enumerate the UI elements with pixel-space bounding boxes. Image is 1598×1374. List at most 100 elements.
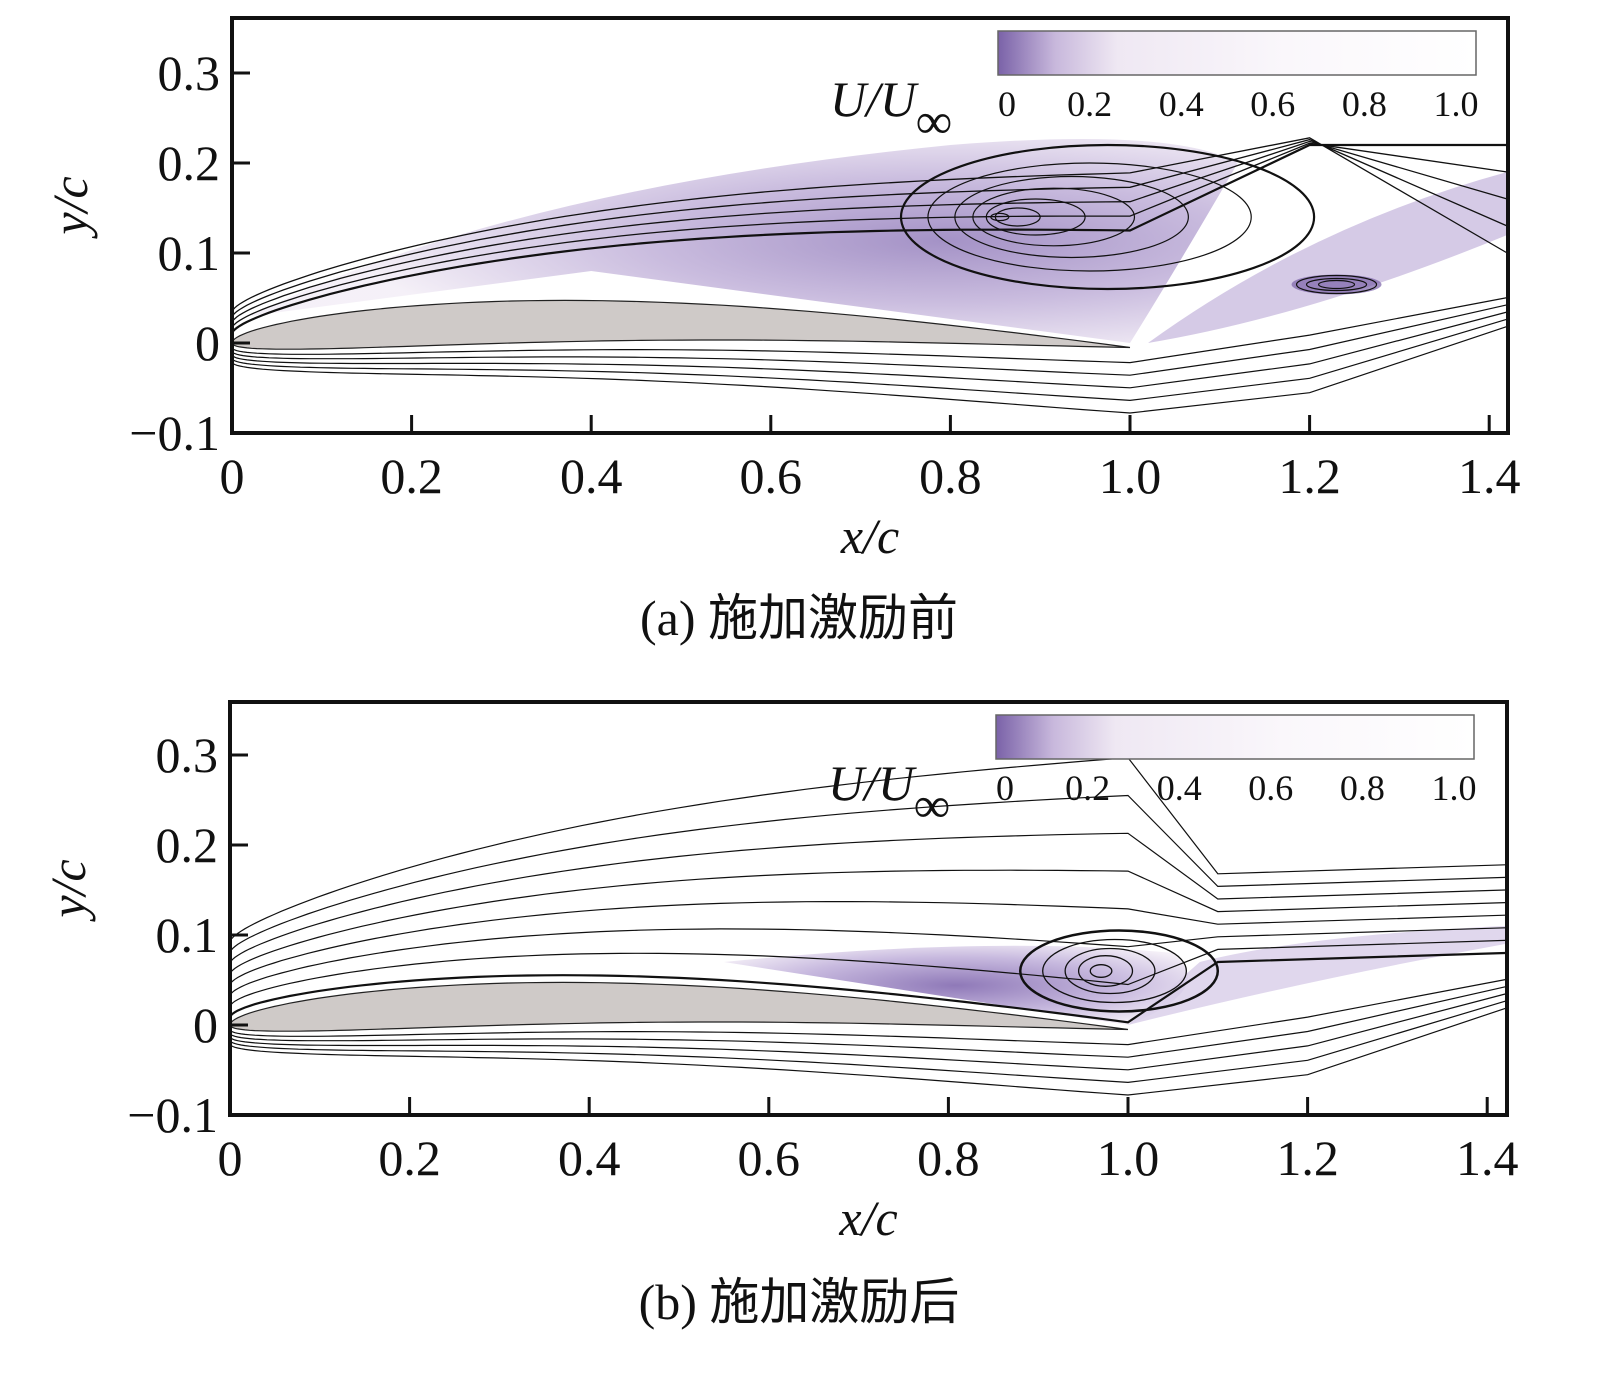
- colorbar-tick-label: 0.4: [1157, 768, 1202, 808]
- streamline-upper: [230, 927, 1506, 997]
- streamline-upper: [230, 951, 1506, 1024]
- streamline-upper: [230, 757, 1506, 943]
- streamline-upper: [232, 140, 1508, 324]
- y-tick-label: 0: [193, 997, 218, 1053]
- colorbar: [997, 30, 1477, 76]
- plot-b: 0 0.2 0.4 0.6 0.8 1.0 1.2 1.4−0.100.10.20.3x/cy…: [40, 700, 1519, 1246]
- colorbar-label: U/U∞: [830, 71, 952, 149]
- airfoil: [230, 981, 1129, 1032]
- plot-area: [232, 137, 1508, 414]
- vortex-streamline: [1089, 964, 1113, 978]
- plot-frame: [230, 16, 1510, 435]
- streamline-upper: [230, 869, 1506, 975]
- streamline-lower: [232, 311, 1508, 389]
- x-tick-label: 0.2: [378, 1130, 441, 1186]
- x-tick-label: 1.2: [1276, 1130, 1339, 1186]
- x-tick-label: 0.4: [558, 1130, 621, 1186]
- vortex-streamline: [899, 143, 1316, 291]
- streamline-lower: [230, 1007, 1506, 1096]
- airfoil: [232, 299, 1131, 350]
- plot-area: [230, 757, 1506, 1096]
- y-tick-label: −0.1: [127, 1087, 218, 1143]
- y-axis-label: y/c: [40, 859, 96, 922]
- colorbar-tick-label: 0.2: [1067, 84, 1112, 124]
- streamline-upper: [230, 794, 1506, 954]
- secondary-vortex-streamline: [1317, 279, 1356, 290]
- colorbar: [995, 714, 1475, 760]
- plot-frame: [228, 700, 1509, 1117]
- y-tick-label: 0.3: [156, 727, 219, 783]
- colorbar-tick-label: 0: [998, 84, 1016, 124]
- streamline-upper: [232, 138, 1508, 318]
- colorbar-tick-label: 1.0: [1434, 84, 1479, 124]
- colorbar-tick-label: 0.2: [1065, 768, 1110, 808]
- y-tick-label: 0.3: [158, 45, 221, 101]
- streamline-upper: [230, 901, 1506, 986]
- streamline-lower: [230, 1000, 1506, 1084]
- x-axis-label: x/c: [838, 1190, 897, 1246]
- caption-a: (a) 施加激励前: [640, 590, 958, 646]
- streamline-upper: [230, 832, 1506, 964]
- vortex-streamline: [1042, 938, 1188, 1004]
- streamline-lower: [232, 325, 1508, 414]
- streamline-upper: [232, 143, 1508, 335]
- streamline-lower: [230, 993, 1506, 1071]
- x-tick-label: 1.4: [1458, 448, 1521, 504]
- colorbar-tick-label: 0.8: [1340, 768, 1385, 808]
- streamline-upper: [232, 137, 1508, 313]
- vortex-streamline: [1064, 947, 1156, 995]
- x-tick-label: 1.0: [1097, 1130, 1160, 1186]
- colorbar-label: U/U∞: [828, 755, 950, 833]
- streamline-lower: [232, 297, 1508, 364]
- colorbar-tick-label: 0.4: [1159, 84, 1204, 124]
- vortex-streamline: [994, 207, 1041, 227]
- vortex-streamline: [1018, 929, 1220, 1013]
- streamline-lower: [230, 979, 1506, 1046]
- x-tick-label: 0: [220, 448, 245, 504]
- colorbar-tick-label: 0.6: [1250, 84, 1295, 124]
- colorbar-tick-label: 0.8: [1342, 84, 1387, 124]
- x-tick-label: 0.4: [560, 448, 623, 504]
- x-tick-label: 0.8: [919, 448, 982, 504]
- vortex-streamline: [1077, 955, 1134, 987]
- y-tick-label: 0.2: [158, 135, 221, 191]
- wake-region: [1147, 172, 1508, 343]
- streamline-upper: [230, 939, 1506, 1008]
- x-tick-label: 0.6: [740, 448, 803, 504]
- colorbar-tick-label: 0.6: [1248, 768, 1293, 808]
- y-tick-label: 0.2: [156, 817, 219, 873]
- low-velocity-region: [723, 945, 1188, 1025]
- streamline-upper: [232, 142, 1508, 329]
- vortex-streamline: [985, 198, 1086, 236]
- low-velocity-region: [249, 139, 1238, 343]
- x-tick-label: 0.8: [917, 1130, 980, 1186]
- y-tick-label: −0.1: [129, 405, 220, 461]
- y-tick-label: 0.1: [156, 907, 219, 963]
- wake-region: [1128, 926, 1506, 1025]
- x-tick-label: 1.0: [1099, 448, 1162, 504]
- vortex-streamline: [990, 212, 1010, 222]
- x-tick-label: 0: [218, 1130, 243, 1186]
- colorbar-tick-label: 1.0: [1432, 768, 1477, 808]
- colorbar-tick-label: 0: [996, 768, 1014, 808]
- x-axis-label: x/c: [840, 508, 899, 564]
- secondary-vortex-streamline: [1305, 277, 1368, 292]
- x-tick-label: 1.4: [1456, 1130, 1519, 1186]
- x-tick-label: 1.2: [1278, 448, 1341, 504]
- vortex-streamline: [972, 187, 1136, 247]
- x-tick-label: 0.6: [738, 1130, 801, 1186]
- streamline-lower: [232, 304, 1508, 376]
- plot-a: 0 0.2 0.4 0.6 0.8 1.0 1.2 1.4−0.100.10.20.3x/cy…: [42, 16, 1521, 564]
- streamline-lower: [230, 986, 1506, 1058]
- secondary-vortex-region: [1291, 274, 1382, 295]
- y-axis-label: y/c: [42, 176, 98, 239]
- secondary-vortex-streamline: [1295, 274, 1378, 295]
- y-tick-label: 0: [195, 315, 220, 371]
- y-tick-label: 0.1: [158, 225, 221, 281]
- caption-b: (b) 施加激励后: [638, 1274, 960, 1330]
- streamline-lower: [232, 318, 1508, 402]
- x-tick-label: 0.2: [380, 448, 443, 504]
- vortex-streamline: [954, 175, 1189, 259]
